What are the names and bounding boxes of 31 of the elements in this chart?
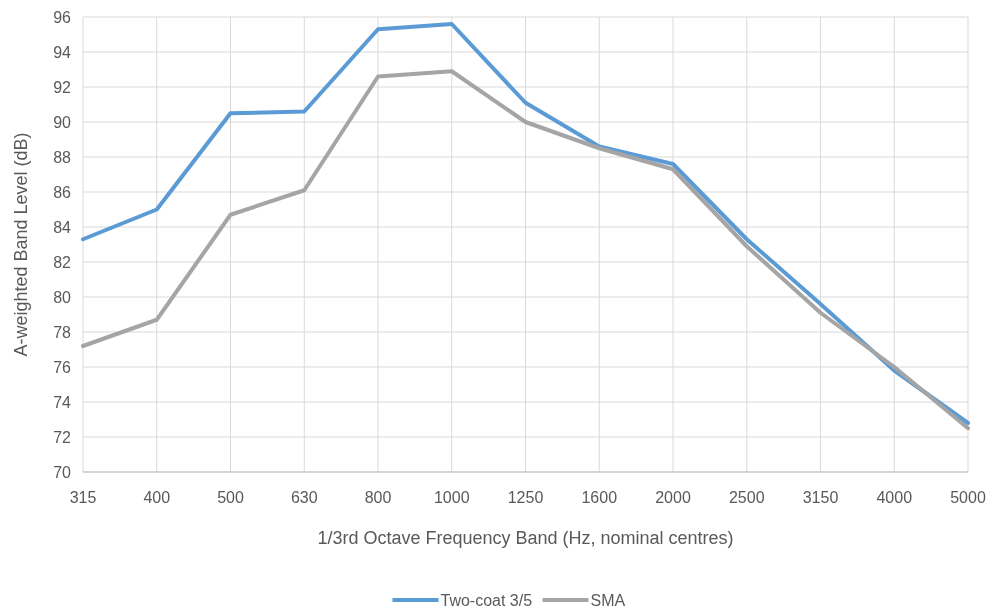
y-axis-title: A-weighted Band Level (dB): [11, 132, 31, 357]
y-tick-label: 86: [53, 183, 72, 201]
x-tick-label: 2000: [655, 489, 691, 506]
y-tick-label: 82: [53, 253, 72, 271]
y-tick-label: 88: [53, 148, 72, 166]
y-tick-label: 90: [53, 113, 72, 131]
x-tick-label: 500: [217, 489, 244, 506]
y-tick-label: 74: [53, 393, 72, 411]
y-tick-label: 84: [53, 218, 72, 236]
x-tick-label: 1600: [581, 489, 618, 506]
y-tick-label: 94: [53, 43, 72, 61]
x-tick-label: 2500: [728, 489, 765, 506]
x-axis-title: 1/3rd Octave Frequency Band (Hz, nominal centres): [317, 528, 734, 548]
y-tick-label: 76: [53, 358, 72, 376]
x-tick-label: 5000: [950, 489, 986, 506]
x-tick-label: 630: [290, 489, 318, 506]
x-tick-label: 4000: [876, 489, 913, 506]
y-tick-label: 80: [53, 288, 72, 306]
y-tick-label: 96: [53, 8, 72, 26]
y-tick-label: 78: [53, 323, 72, 341]
x-tick-label: 315: [69, 489, 97, 506]
y-tick-label: 70: [53, 463, 72, 481]
legend-label: SMA: [590, 591, 626, 609]
x-tick-label: 1000: [433, 489, 470, 506]
y-tick-label: 92: [53, 78, 72, 96]
x-tick-label: 1250: [507, 489, 544, 506]
y-tick-label: 72: [53, 428, 72, 446]
legend-label: Two-coat 3/5: [440, 591, 533, 609]
x-tick-label: 400: [143, 489, 171, 506]
x-tick-label: 3150: [802, 489, 839, 506]
x-tick-label: 800: [364, 489, 392, 506]
